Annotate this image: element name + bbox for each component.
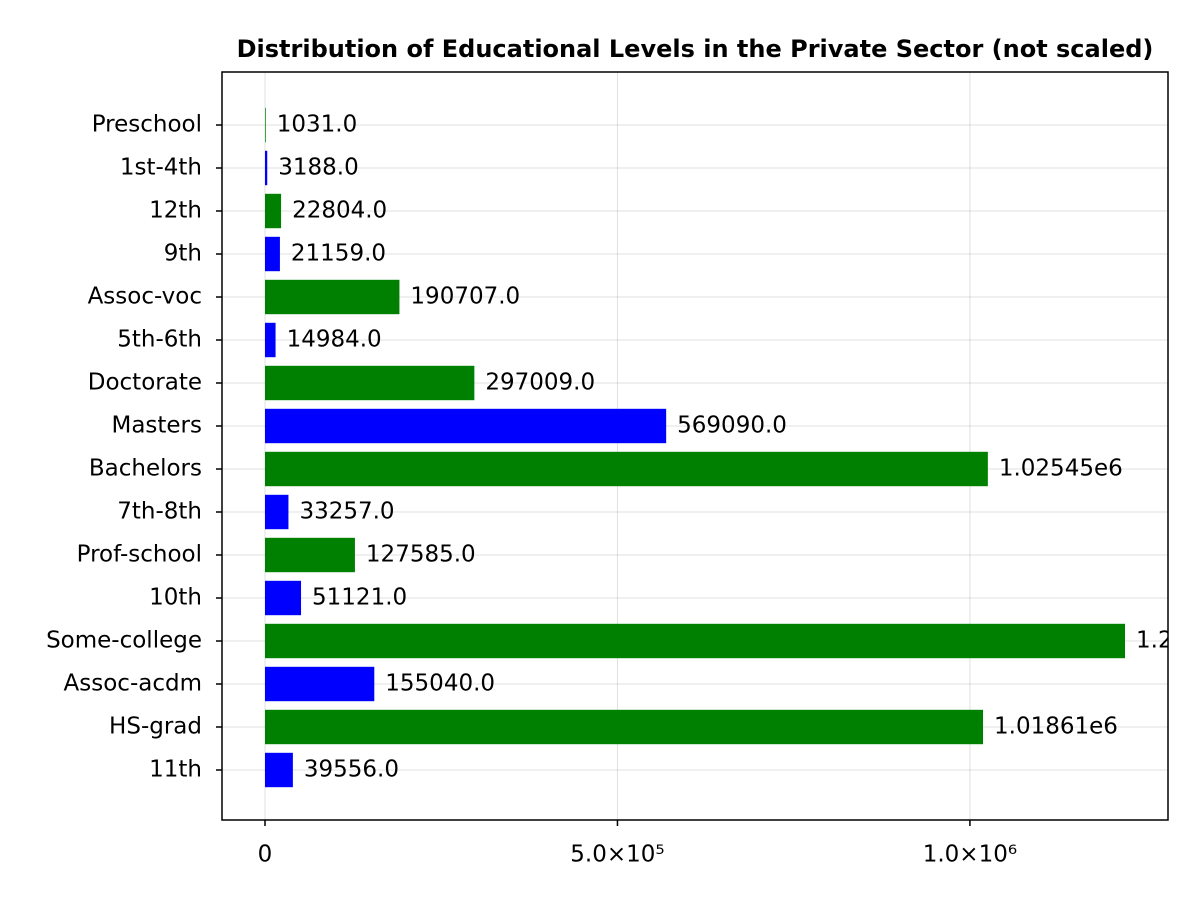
y-tick-label: Assoc-voc — [88, 284, 202, 310]
bar — [265, 537, 355, 573]
value-label: 3188.0 — [278, 155, 358, 181]
y-tick-label: Assoc-acdm — [64, 671, 202, 697]
value-label: 1.2 — [1136, 628, 1173, 654]
bar — [265, 623, 1125, 659]
value-label: 39556.0 — [304, 757, 399, 783]
y-tick-label: 12th — [149, 198, 202, 224]
y-tick-label: Preschool — [92, 112, 202, 138]
bar — [265, 752, 293, 788]
value-label: 22804.0 — [292, 198, 387, 224]
chart-title: Distribution of Educational Levels in th… — [237, 35, 1154, 63]
value-label: 33257.0 — [299, 499, 394, 525]
value-label: 297009.0 — [485, 370, 595, 396]
value-label: 21159.0 — [291, 241, 386, 267]
bar — [265, 279, 400, 315]
bar — [265, 494, 289, 530]
y-tick-label: 10th — [149, 585, 202, 611]
value-label: 1.02545e6 — [999, 456, 1123, 482]
value-label: 127585.0 — [366, 542, 476, 568]
value-label: 155040.0 — [385, 671, 495, 697]
x-tick-label: 5.0×10⁵ — [570, 842, 664, 868]
y-tick-label: 7th-8th — [117, 499, 202, 525]
y-tick-label: 11th — [149, 757, 202, 783]
bar — [265, 709, 984, 745]
x-tick-label: 0 — [258, 842, 273, 868]
y-tick-label: 9th — [164, 241, 202, 267]
y-tick-label: 1st-4th — [120, 155, 202, 181]
value-label: 14984.0 — [287, 327, 382, 353]
value-label: 51121.0 — [312, 585, 407, 611]
plot-frame — [221, 71, 1169, 821]
value-label: 569090.0 — [677, 413, 787, 439]
y-tick-label: Prof-school — [77, 542, 202, 568]
value-label: 1.01861e6 — [994, 714, 1118, 740]
x-tick-label: 1.0×10⁶ — [923, 842, 1017, 868]
bar — [265, 150, 268, 186]
value-label: 190707.0 — [410, 284, 520, 310]
y-tick-label: Some-college — [46, 628, 202, 654]
bar — [265, 236, 280, 272]
bar — [265, 666, 375, 702]
y-tick-label: Masters — [111, 413, 202, 439]
y-tick-label: Bachelors — [89, 456, 202, 482]
bar — [265, 451, 988, 487]
bar — [265, 408, 667, 444]
y-tick-label: HS-grad — [109, 714, 202, 740]
bar — [265, 322, 276, 358]
bar — [265, 365, 475, 401]
y-tick-label: Doctorate — [88, 370, 202, 396]
bar — [265, 580, 302, 616]
value-label: 1031.0 — [277, 112, 357, 138]
bar — [265, 107, 266, 143]
y-tick-label: 5th-6th — [117, 327, 202, 353]
bar — [265, 193, 282, 229]
